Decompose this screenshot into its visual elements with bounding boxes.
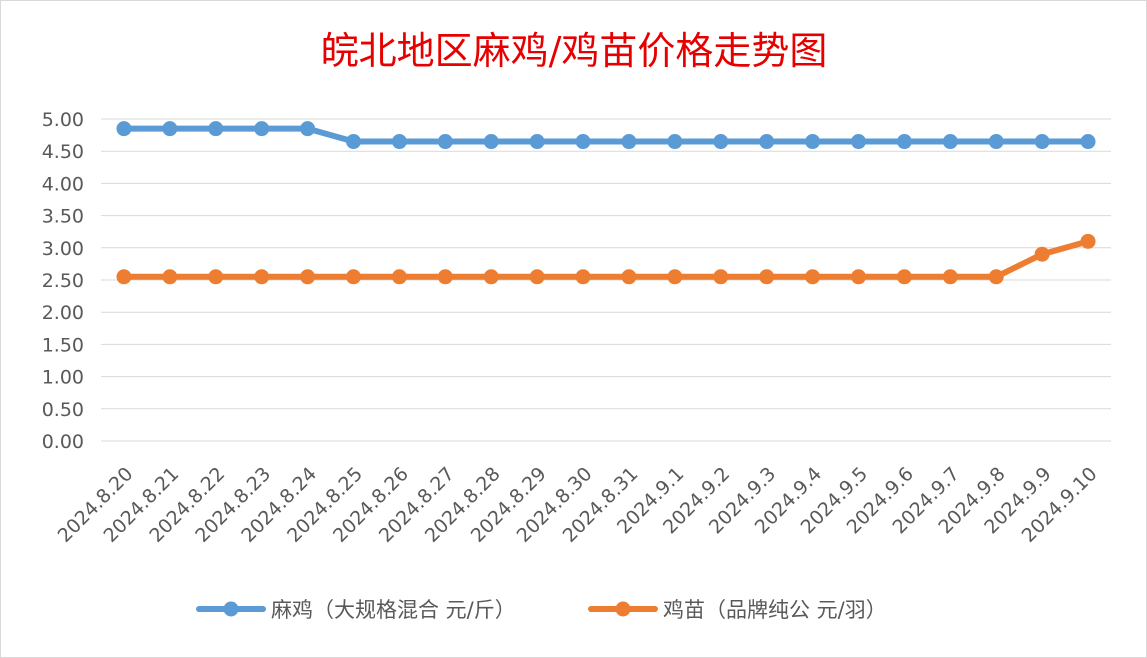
data-point: [391, 134, 407, 150]
legend: 麻鸡（大规格混合 元/斤） 鸡苗（品牌纯公 元/羽）: [196, 598, 887, 622]
data-point: [1080, 134, 1096, 150]
data-point: [896, 269, 912, 285]
y-tick-label: 0.50: [42, 399, 84, 421]
data-point: [759, 269, 775, 285]
data-point: [621, 269, 637, 285]
y-tick-label: 4.00: [42, 173, 84, 195]
y-tick-label: 3.50: [42, 206, 84, 228]
data-point: [942, 269, 958, 285]
y-tick-label: 3.00: [42, 238, 84, 260]
data-point: [942, 134, 958, 150]
data-point: [483, 269, 499, 285]
data-point: [713, 269, 729, 285]
data-point: [300, 121, 316, 137]
data-point: [529, 134, 545, 150]
y-tick-label: 1.50: [42, 334, 84, 356]
legend-label-1: 鸡苗（品牌纯公 元/羽）: [663, 598, 887, 622]
chart-title: 皖北地区麻鸡/鸡苗价格走势图: [321, 29, 828, 73]
y-tick-label: 1.00: [42, 367, 84, 389]
y-tick-label: 2.00: [42, 302, 84, 324]
data-point: [896, 134, 912, 150]
data-point: [254, 121, 270, 137]
series-line-1: [120, 238, 1092, 280]
data-point: [851, 134, 866, 150]
data-point: [851, 269, 866, 285]
data-point: [575, 269, 591, 285]
data-point: [1080, 233, 1096, 249]
data-point: [437, 134, 453, 150]
data-point: [805, 134, 821, 150]
data-point: [208, 121, 224, 137]
y-tick-label: 2.50: [42, 270, 84, 292]
data-point: [346, 269, 361, 285]
data-point: [116, 121, 132, 137]
data-point: [1034, 246, 1050, 262]
data-point: [162, 121, 178, 137]
data-point: [391, 269, 407, 285]
data-point: [713, 134, 729, 150]
data-point: [575, 134, 591, 150]
series-layer: [116, 121, 1096, 285]
data-point: [529, 269, 545, 285]
data-point: [621, 134, 637, 150]
y-tick-label: 5.00: [42, 109, 84, 131]
legend-marker-1: [615, 601, 631, 617]
data-point: [1034, 134, 1050, 150]
y-axis-ticks: 0.00 0.50 1.00 1.50 2.00 2.50 3.00 3.50 4.00 4.50…: [42, 109, 84, 453]
data-point: [437, 269, 453, 285]
legend-marker-0: [223, 601, 239, 617]
legend-label-0: 麻鸡（大规格混合 元/斤）: [271, 598, 516, 622]
data-point: [988, 134, 1004, 150]
data-point: [805, 269, 821, 285]
data-point: [667, 134, 683, 150]
series-line-0: [120, 125, 1092, 145]
y-tick-label: 4.50: [42, 141, 84, 163]
data-point: [116, 269, 132, 285]
data-point: [483, 134, 499, 150]
grid: [101, 118, 1111, 442]
data-point: [346, 134, 361, 150]
data-point: [667, 269, 683, 285]
y-tick-label: 0.00: [42, 431, 84, 453]
x-axis-ticks: 2024.8.202024.8.212024.8.222024.8.232024…: [54, 463, 1102, 547]
data-point: [208, 269, 224, 285]
data-point: [162, 269, 178, 285]
data-point: [254, 269, 270, 285]
data-point: [988, 269, 1004, 285]
data-point: [759, 134, 775, 150]
data-point: [300, 269, 316, 285]
